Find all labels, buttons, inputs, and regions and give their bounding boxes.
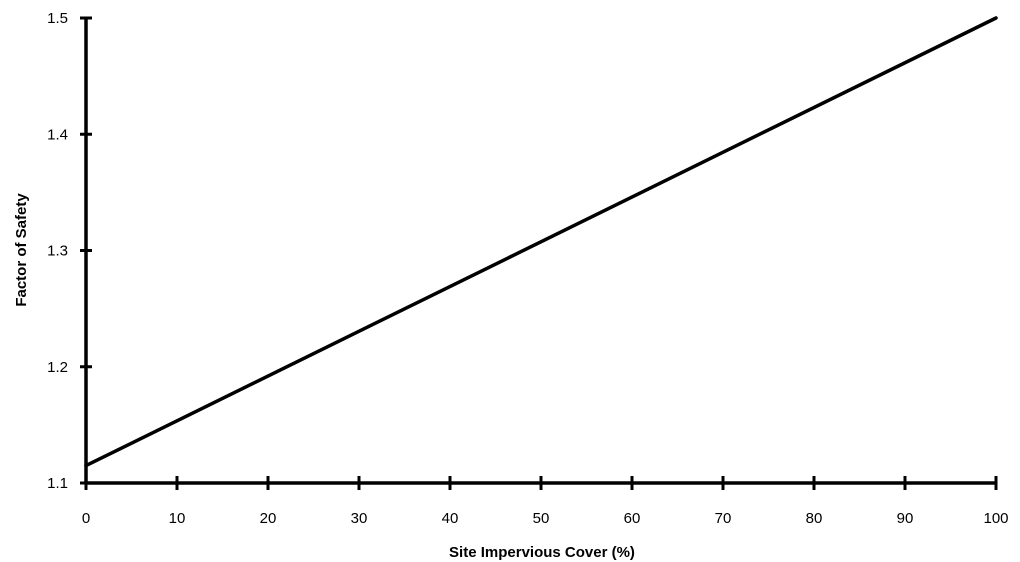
series-line: [84, 16, 998, 468]
x-tick-label: 50: [533, 510, 550, 527]
x-tick-label: 30: [351, 510, 368, 527]
x-tick-label: 80: [806, 510, 823, 527]
y-axis-title: Factor of Safety: [13, 193, 30, 307]
y-tick-label: 1.3: [47, 243, 68, 260]
plot-area: 1.1 1.2 1.3 1.4 1.5 0 10 20 30 40 50 60 70 80 90 100: [47, 10, 1008, 527]
x-tick-label: 20: [260, 510, 277, 527]
x-axis-title: Site Impervious Cover (%): [449, 544, 635, 561]
y-tick-label: 1.2: [47, 359, 68, 376]
y-tick-label: 1.1: [47, 475, 68, 492]
y-tick-label: 1.5: [47, 10, 68, 27]
x-tick-label: 100: [983, 510, 1008, 527]
x-tick-label: 90: [897, 510, 914, 527]
x-tick-label: 10: [169, 510, 186, 527]
y-tick-label: 1.4: [47, 126, 68, 143]
x-tick-label: 60: [624, 510, 641, 527]
x-tick-label: 70: [715, 510, 732, 527]
x-tick-label: 0: [82, 510, 90, 527]
x-tick-label: 40: [442, 510, 459, 527]
